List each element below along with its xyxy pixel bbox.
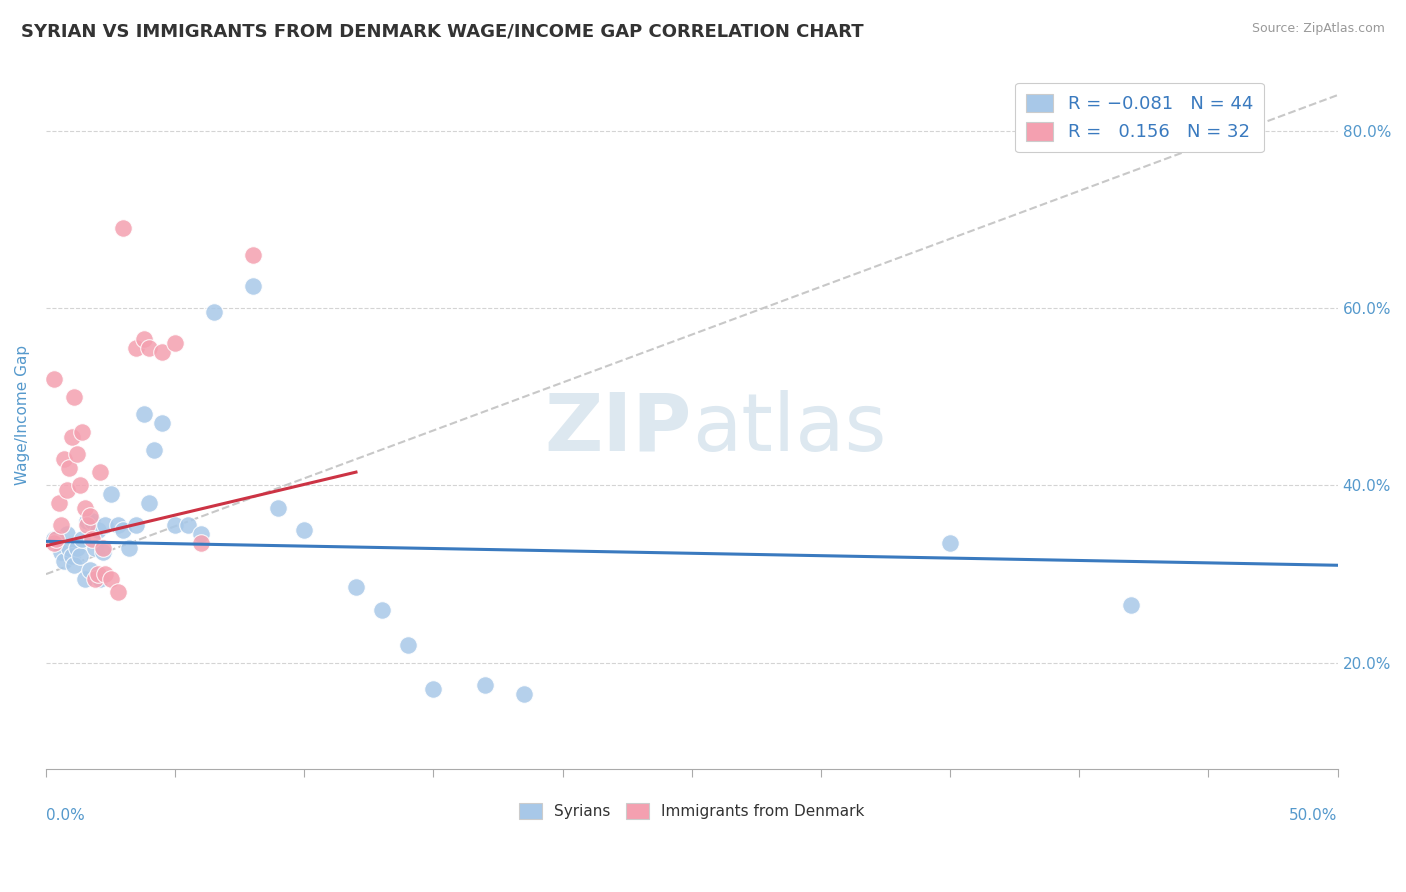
Point <box>117 541 139 555</box>
Point <box>76 518 98 533</box>
Legend: Syrians, Immigrants from Denmark: Syrians, Immigrants from Denmark <box>513 797 870 825</box>
Point <box>100 572 122 586</box>
Point <box>267 500 290 515</box>
Point <box>55 483 77 497</box>
Point <box>53 451 76 466</box>
Text: 0.0%: 0.0% <box>46 808 84 823</box>
Point <box>371 602 394 616</box>
Point <box>939 536 962 550</box>
Text: Source: ZipAtlas.com: Source: ZipAtlas.com <box>1251 22 1385 36</box>
Point <box>63 558 86 573</box>
Point <box>66 541 89 555</box>
Point <box>42 536 65 550</box>
Point <box>45 532 67 546</box>
Point <box>48 536 70 550</box>
Point <box>112 221 135 235</box>
Point <box>53 554 76 568</box>
Point <box>107 518 129 533</box>
Point <box>63 390 86 404</box>
Point <box>143 442 166 457</box>
Point <box>58 460 80 475</box>
Y-axis label: Wage/Income Gap: Wage/Income Gap <box>15 344 30 484</box>
Point <box>134 408 156 422</box>
Point <box>86 567 108 582</box>
Point <box>134 332 156 346</box>
Point <box>138 341 160 355</box>
Point <box>344 581 367 595</box>
Point <box>79 509 101 524</box>
Point <box>125 518 148 533</box>
Point <box>70 532 93 546</box>
Point <box>125 341 148 355</box>
Point <box>190 536 212 550</box>
Point <box>190 527 212 541</box>
Point <box>73 572 96 586</box>
Point <box>242 248 264 262</box>
Point <box>89 465 111 479</box>
Point <box>150 345 173 359</box>
Point <box>60 549 83 564</box>
Point <box>138 496 160 510</box>
Point <box>82 532 104 546</box>
Point <box>51 545 73 559</box>
Point <box>84 572 107 586</box>
Point <box>82 514 104 528</box>
Text: atlas: atlas <box>692 390 886 467</box>
Point <box>70 425 93 440</box>
Point <box>1119 598 1142 612</box>
Point <box>84 541 107 555</box>
Point <box>242 278 264 293</box>
Point <box>48 496 70 510</box>
Point <box>474 678 496 692</box>
Point <box>86 523 108 537</box>
Point <box>150 417 173 431</box>
Point <box>165 518 187 533</box>
Point <box>69 478 91 492</box>
Point <box>422 682 444 697</box>
Point <box>73 500 96 515</box>
Point <box>107 585 129 599</box>
Point <box>42 532 65 546</box>
Point <box>177 518 200 533</box>
Text: SYRIAN VS IMMIGRANTS FROM DENMARK WAGE/INCOME GAP CORRELATION CHART: SYRIAN VS IMMIGRANTS FROM DENMARK WAGE/I… <box>21 22 863 40</box>
Point <box>58 541 80 555</box>
Point <box>69 549 91 564</box>
Point <box>292 523 315 537</box>
Point <box>79 563 101 577</box>
Point <box>66 447 89 461</box>
Point <box>513 687 536 701</box>
Point <box>396 638 419 652</box>
Point <box>94 567 117 582</box>
Text: 50.0%: 50.0% <box>1289 808 1337 823</box>
Point <box>55 527 77 541</box>
Text: ZIP: ZIP <box>544 390 692 467</box>
Point <box>94 518 117 533</box>
Point <box>112 523 135 537</box>
Point <box>60 429 83 443</box>
Point <box>42 372 65 386</box>
Point <box>202 305 225 319</box>
Point <box>51 518 73 533</box>
Point <box>91 541 114 555</box>
Point <box>89 572 111 586</box>
Point <box>165 336 187 351</box>
Point <box>100 487 122 501</box>
Point <box>76 514 98 528</box>
Point <box>91 545 114 559</box>
